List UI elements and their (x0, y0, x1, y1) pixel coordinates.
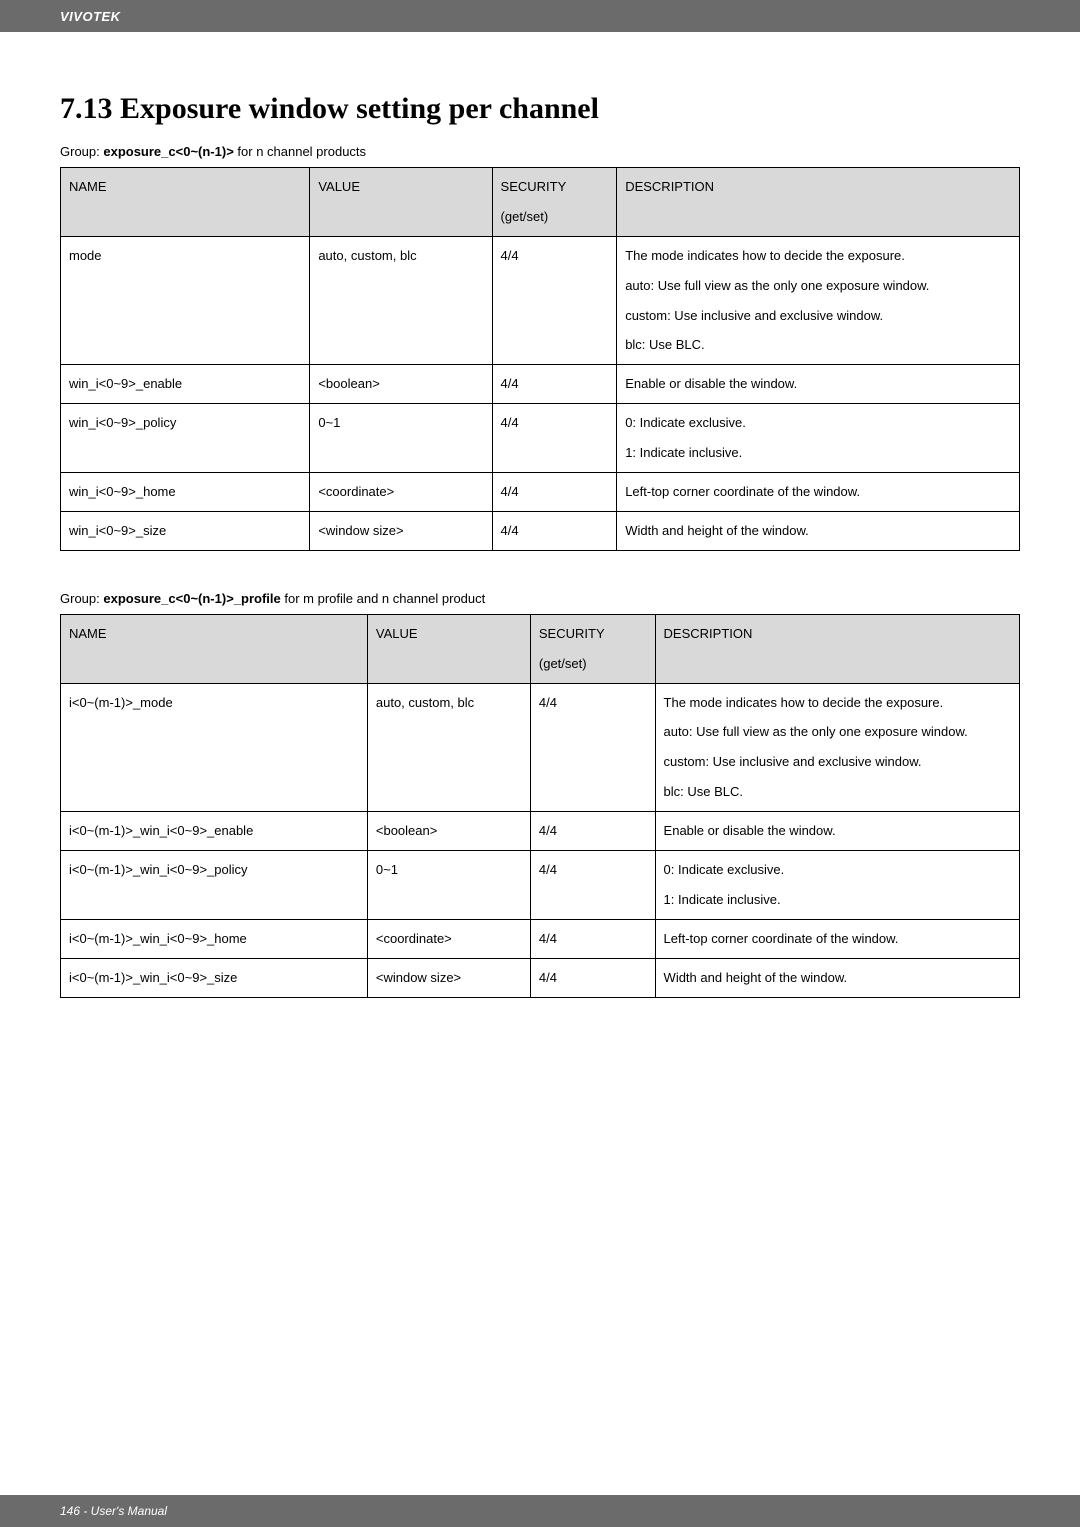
cell-security: 4/4 (530, 919, 655, 958)
cell-description: 0: Indicate exclusive. 1: Indicate inclu… (617, 404, 1020, 473)
th-security-label: SECURITY (539, 626, 605, 641)
brand-label: VIVOTEK (60, 9, 121, 24)
table-header-row: NAME VALUE SECURITY (get/set) DESCRIPTIO… (61, 614, 1020, 683)
cell-description: Enable or disable the window. (617, 365, 1020, 404)
group1-bold: exposure_c<0~(n-1)> (103, 144, 233, 159)
table-header-row: NAME VALUE SECURITY (get/set) DESCRIPTIO… (61, 168, 1020, 237)
table-row: i<0~(m-1)>_win_i<0~9>_enable <boolean> 4… (61, 812, 1020, 851)
cell-security: 4/4 (530, 812, 655, 851)
footer-band: 146 - User's Manual (0, 1495, 1080, 1527)
th-description: DESCRIPTION (617, 168, 1020, 237)
header-band: VIVOTEK (0, 0, 1080, 32)
cell-value: <window size> (367, 958, 530, 997)
cell-security: 4/4 (530, 958, 655, 997)
th-value: VALUE (367, 614, 530, 683)
cell-description: The mode indicates how to decide the exp… (655, 683, 1019, 812)
th-security-label: SECURITY (501, 179, 567, 194)
cell-description: Left-top corner coordinate of the window… (617, 473, 1020, 512)
table-row: i<0~(m-1)>_win_i<0~9>_home <coordinate> … (61, 919, 1020, 958)
cell-name: i<0~(m-1)>_mode (61, 683, 368, 812)
group2-prefix: Group: (60, 591, 103, 606)
cell-security: 4/4 (492, 473, 617, 512)
group1-line: Group: exposure_c<0~(n-1)> for n channel… (60, 144, 1020, 159)
group1-suffix: for n channel products (234, 144, 366, 159)
cell-name: win_i<0~9>_enable (61, 365, 310, 404)
cell-value: <coordinate> (310, 473, 492, 512)
cell-name: win_i<0~9>_policy (61, 404, 310, 473)
cell-security: 4/4 (492, 365, 617, 404)
group2-suffix: for m profile and n channel product (281, 591, 486, 606)
table-row: win_i<0~9>_policy 0~1 4/4 0: Indicate ex… (61, 404, 1020, 473)
table-row: i<0~(m-1)>_mode auto, custom, blc 4/4 Th… (61, 683, 1020, 812)
th-description: DESCRIPTION (655, 614, 1019, 683)
cell-description: Width and height of the window. (617, 511, 1020, 550)
cell-name: mode (61, 236, 310, 365)
content-area: 7.13 Exposure window setting per channel… (0, 32, 1080, 998)
cell-security: 4/4 (492, 511, 617, 550)
cell-name: win_i<0~9>_home (61, 473, 310, 512)
table-1: NAME VALUE SECURITY (get/set) DESCRIPTIO… (60, 167, 1020, 551)
table-row: mode auto, custom, blc 4/4 The mode indi… (61, 236, 1020, 365)
cell-value: <coordinate> (367, 919, 530, 958)
table-row: win_i<0~9>_home <coordinate> 4/4 Left-to… (61, 473, 1020, 512)
group2-bold: exposure_c<0~(n-1)>_profile (103, 591, 280, 606)
th-security: SECURITY (get/set) (530, 614, 655, 683)
cell-description: 0: Indicate exclusive. 1: Indicate inclu… (655, 851, 1019, 920)
th-name: NAME (61, 614, 368, 683)
group2-line: Group: exposure_c<0~(n-1)>_profile for m… (60, 591, 1020, 606)
section-title: 7.13 Exposure window setting per channel (60, 92, 1020, 126)
th-security: SECURITY (get/set) (492, 168, 617, 237)
cell-value: 0~1 (367, 851, 530, 920)
table-2: NAME VALUE SECURITY (get/set) DESCRIPTIO… (60, 614, 1020, 998)
cell-security: 4/4 (492, 404, 617, 473)
group1-prefix: Group: (60, 144, 103, 159)
table-row: win_i<0~9>_size <window size> 4/4 Width … (61, 511, 1020, 550)
th-security-sub: (get/set) (539, 656, 587, 671)
cell-description: Width and height of the window. (655, 958, 1019, 997)
cell-value: auto, custom, blc (310, 236, 492, 365)
cell-name: win_i<0~9>_size (61, 511, 310, 550)
cell-description: Left-top corner coordinate of the window… (655, 919, 1019, 958)
cell-name: i<0~(m-1)>_win_i<0~9>_home (61, 919, 368, 958)
table-row: i<0~(m-1)>_win_i<0~9>_policy 0~1 4/4 0: … (61, 851, 1020, 920)
cell-name: i<0~(m-1)>_win_i<0~9>_policy (61, 851, 368, 920)
cell-value: <window size> (310, 511, 492, 550)
cell-description: Enable or disable the window. (655, 812, 1019, 851)
th-name: NAME (61, 168, 310, 237)
cell-value: <boolean> (310, 365, 492, 404)
footer-text: 146 - User's Manual (60, 1504, 167, 1518)
table-row: win_i<0~9>_enable <boolean> 4/4 Enable o… (61, 365, 1020, 404)
table-row: i<0~(m-1)>_win_i<0~9>_size <window size>… (61, 958, 1020, 997)
cell-security: 4/4 (492, 236, 617, 365)
th-value: VALUE (310, 168, 492, 237)
cell-security: 4/4 (530, 683, 655, 812)
th-security-sub: (get/set) (501, 209, 549, 224)
cell-name: i<0~(m-1)>_win_i<0~9>_enable (61, 812, 368, 851)
cell-description: The mode indicates how to decide the exp… (617, 236, 1020, 365)
cell-name: i<0~(m-1)>_win_i<0~9>_size (61, 958, 368, 997)
cell-value: auto, custom, blc (367, 683, 530, 812)
cell-value: <boolean> (367, 812, 530, 851)
cell-value: 0~1 (310, 404, 492, 473)
cell-security: 4/4 (530, 851, 655, 920)
